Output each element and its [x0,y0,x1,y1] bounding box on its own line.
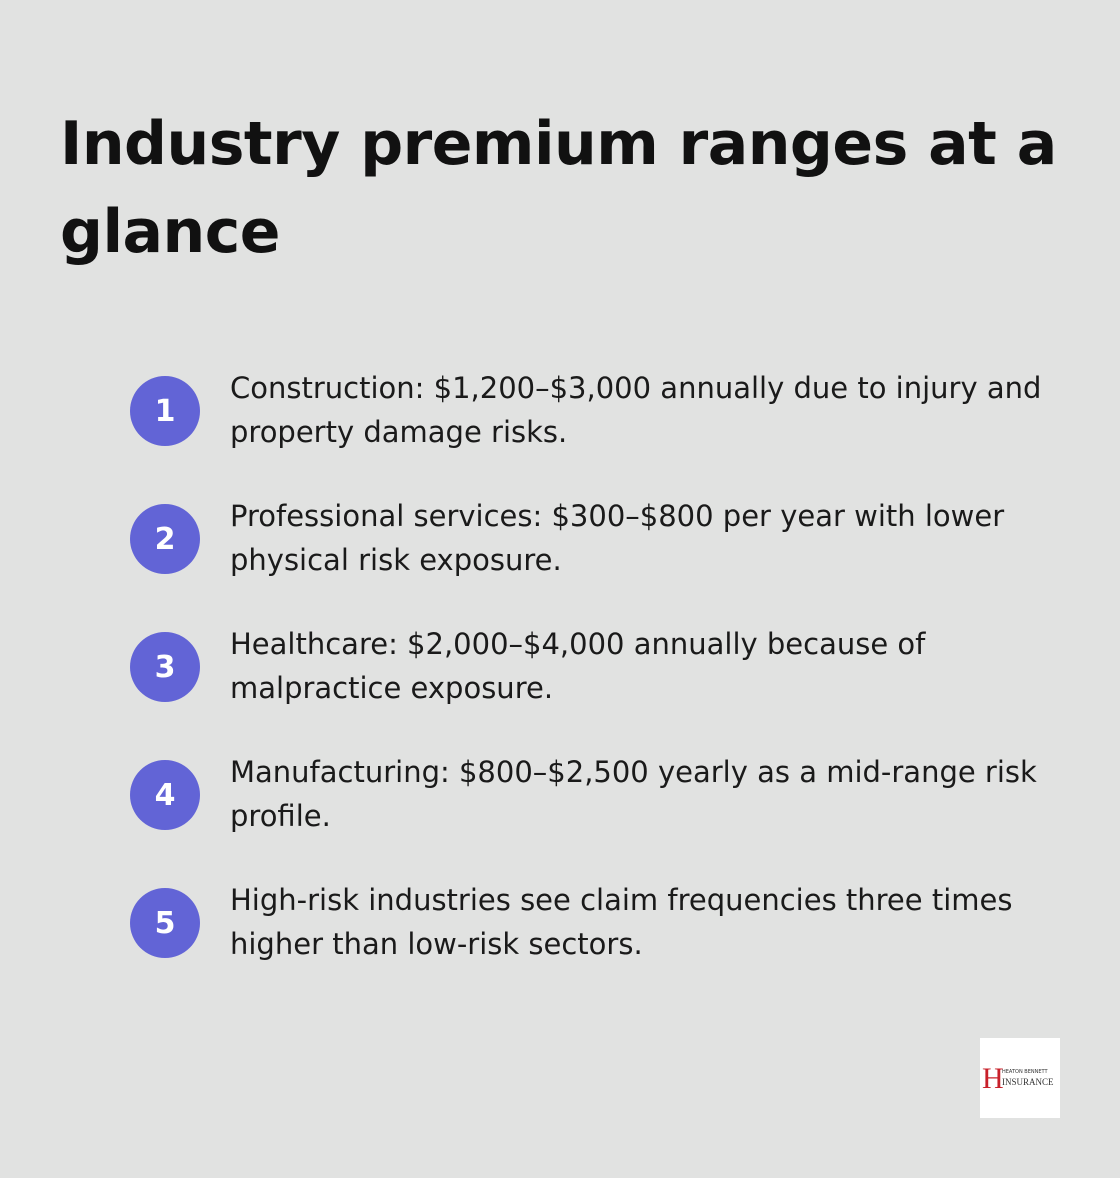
item-number: 3 [130,632,200,702]
item-text: Healthcare: $2,000–$4,000 annually becau… [230,627,926,705]
logo-line: HEATON BENNETT [1002,1069,1048,1075]
item-number: 4 [130,760,200,830]
title: Industry premium ranges at a glance [60,109,1057,267]
logo-line: INSURANCE [1002,1077,1054,1087]
item-text: Professional services: $300–$800 per yea… [230,499,1005,577]
logo-letter: H [982,1062,1004,1095]
logo: H HEATON BENNETT INSURANCE [980,1038,1060,1118]
item-text: Manufacturing: $800–$2,500 yearly as a m… [230,755,1037,833]
item-text: High-risk industries see claim frequenci… [230,883,1013,961]
item-number: 2 [130,504,200,574]
item-text: Construction: $1,200–$3,000 annually due… [230,371,1042,449]
item-number: 1 [130,376,200,446]
item-number: 5 [130,888,200,958]
